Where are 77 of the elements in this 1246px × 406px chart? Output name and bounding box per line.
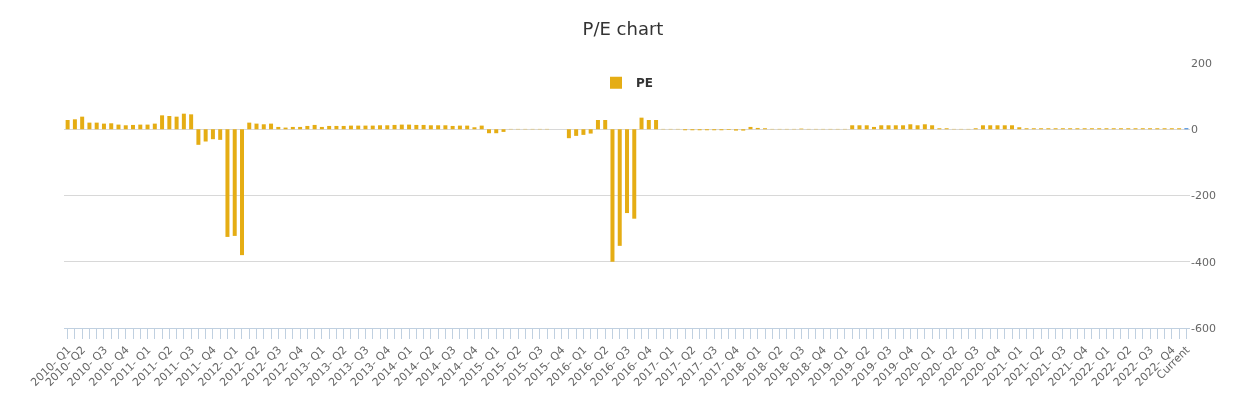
bar bbox=[203, 129, 208, 142]
bar bbox=[639, 117, 644, 130]
bar bbox=[181, 113, 186, 130]
y-tick-label: -200 bbox=[1191, 189, 1216, 203]
bar bbox=[632, 129, 637, 219]
bar bbox=[850, 125, 855, 130]
bar bbox=[152, 123, 157, 130]
bar bbox=[654, 119, 659, 130]
bar bbox=[167, 116, 172, 130]
bar bbox=[610, 129, 615, 262]
bar bbox=[450, 125, 455, 130]
bar bbox=[922, 124, 927, 130]
bar bbox=[443, 125, 448, 130]
bar bbox=[123, 125, 128, 130]
bar bbox=[501, 129, 506, 132]
bar bbox=[988, 125, 993, 130]
bar bbox=[334, 125, 339, 130]
bar bbox=[857, 125, 862, 130]
bar bbox=[486, 129, 491, 134]
bar bbox=[980, 125, 985, 130]
bar bbox=[94, 122, 99, 130]
chart-title: P/E chart bbox=[582, 17, 664, 39]
y-tick-label: -600 bbox=[1191, 321, 1216, 335]
bar bbox=[588, 129, 593, 134]
bar bbox=[886, 125, 891, 130]
bar bbox=[995, 125, 1000, 130]
bar bbox=[901, 125, 906, 130]
bar bbox=[915, 125, 920, 130]
bar bbox=[160, 115, 165, 130]
bar bbox=[174, 116, 179, 130]
y-tick-label: 200 bbox=[1191, 56, 1212, 70]
bar bbox=[930, 125, 935, 130]
bar bbox=[1002, 125, 1007, 130]
bar bbox=[80, 116, 85, 130]
bar bbox=[196, 129, 201, 145]
bar bbox=[87, 122, 92, 130]
bar bbox=[72, 119, 77, 130]
bar bbox=[378, 125, 382, 130]
bar bbox=[595, 119, 600, 130]
bar bbox=[247, 122, 252, 130]
y-tick-label: 0 bbox=[1191, 123, 1198, 137]
bar bbox=[341, 125, 346, 130]
bar bbox=[864, 125, 869, 130]
bar bbox=[232, 129, 237, 236]
bar bbox=[893, 125, 898, 130]
bar bbox=[428, 125, 433, 130]
bar bbox=[421, 124, 426, 130]
bar bbox=[566, 129, 571, 139]
bar bbox=[494, 129, 499, 134]
bar bbox=[109, 123, 114, 130]
bar bbox=[908, 124, 913, 130]
bar bbox=[385, 125, 390, 130]
bar bbox=[261, 124, 266, 130]
bar bbox=[581, 129, 586, 135]
bar bbox=[189, 114, 194, 130]
bar bbox=[646, 119, 651, 130]
bar bbox=[312, 124, 317, 130]
bar bbox=[574, 129, 579, 136]
bar bbox=[625, 129, 629, 214]
legend-label: PE bbox=[636, 76, 653, 91]
bar bbox=[101, 123, 106, 130]
bar bbox=[392, 124, 397, 130]
bar bbox=[603, 119, 608, 130]
bar bbox=[414, 124, 419, 130]
bar bbox=[305, 125, 310, 130]
bar bbox=[210, 129, 215, 140]
bar bbox=[436, 125, 441, 130]
bar bbox=[239, 129, 244, 256]
bar bbox=[65, 119, 70, 130]
bar bbox=[225, 129, 230, 237]
bar bbox=[1010, 125, 1015, 130]
bar bbox=[218, 129, 223, 140]
y-tick-label: -400 bbox=[1191, 255, 1216, 269]
bar bbox=[327, 125, 332, 130]
bar bbox=[617, 129, 622, 246]
bar bbox=[131, 124, 136, 130]
bar bbox=[879, 125, 884, 130]
